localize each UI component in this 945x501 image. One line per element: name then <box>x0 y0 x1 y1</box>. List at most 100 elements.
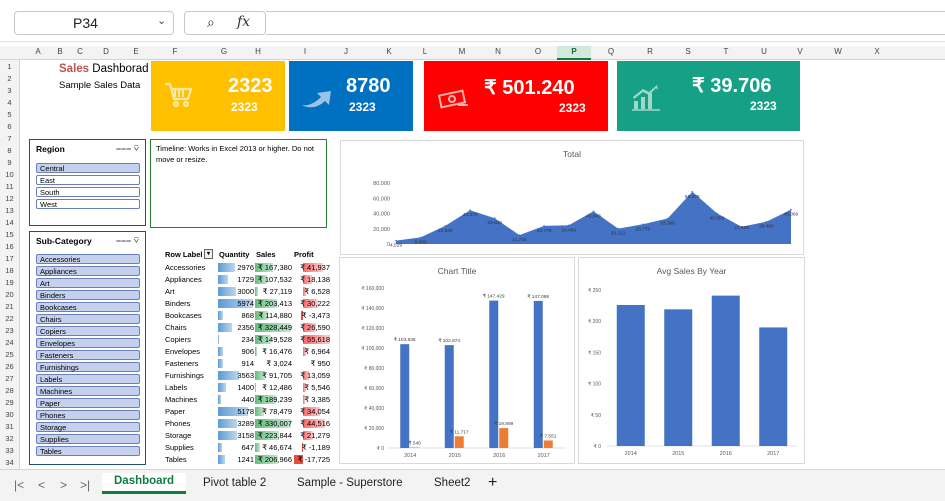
pivot-row[interactable]: Furnishings 3563 ₹ 91,705 ₹ 13,059 <box>163 370 331 382</box>
column-header-k[interactable]: K <box>386 47 392 56</box>
slicer-item-supplies[interactable]: Supplies <box>36 434 140 444</box>
row-header-28[interactable]: 28 <box>5 386 14 395</box>
subcategory-slicer[interactable]: Sub-Category ⩶ ⊽ Accessories Appliances Ar… <box>29 231 146 465</box>
column-header-h[interactable]: H <box>255 47 261 56</box>
pivot-row[interactable]: Tables 1241 ₹ 206,966 ₹ -17,725 <box>163 454 331 466</box>
slicer-item-chairs[interactable]: Chairs <box>36 314 140 324</box>
row-header-3[interactable]: 3 <box>7 86 12 95</box>
row-header-7[interactable]: 7 <box>7 134 12 143</box>
multi-select-icon[interactable]: ⩶ ⊽ <box>115 143 139 153</box>
column-header-i[interactable]: I <box>303 47 307 56</box>
pivot-row[interactable]: Envelopes 906 ₹ 16,476 ₹ 6,964 <box>163 346 331 358</box>
row-header-27[interactable]: 27 <box>5 374 14 383</box>
pivot-row[interactable]: Supplies 647 ₹ 46,674 ₹ -1,189 <box>163 442 331 454</box>
slicer-item-art[interactable]: Art <box>36 278 140 288</box>
formula-input[interactable] <box>266 11 945 35</box>
tab-nav-first-icon[interactable]: |< <box>14 478 25 492</box>
slicer-item-machines[interactable]: Machines <box>36 386 140 396</box>
column-header-e[interactable]: E <box>133 47 139 56</box>
row-header-8[interactable]: 8 <box>7 146 12 155</box>
zoom-icon[interactable]: ⌕ <box>207 14 215 30</box>
kpi-card-sales[interactable]: ₹ 501.240 2323 <box>424 61 608 131</box>
row-header-31[interactable]: 31 <box>5 422 14 431</box>
row-header-29[interactable]: 29 <box>5 398 14 407</box>
column-header-m[interactable]: M <box>458 47 466 56</box>
row-header-10[interactable]: 10 <box>5 170 14 179</box>
tab-nav-prev-icon[interactable]: < <box>38 478 46 492</box>
slicer-item-tables[interactable]: Tables <box>36 446 140 456</box>
pivot-row[interactable]: Appliances 1729 ₹ 107,532 ₹ 18,138 <box>163 274 331 286</box>
pivot-row[interactable]: Phones 3289 ₹ 330,007 ₹ 44,516 <box>163 418 331 430</box>
row-header-21[interactable]: 21 <box>5 302 14 311</box>
row-header-22[interactable]: 22 <box>5 314 14 323</box>
pivot-row[interactable]: Accessories 2976 ₹ 167,380 ₹ 41,937 <box>163 262 331 274</box>
slicer-item-accessories[interactable]: Accessories <box>36 254 140 264</box>
kpi-card-profit[interactable]: ₹ 39.706 2323 <box>617 61 800 131</box>
tab-nav-last-icon[interactable]: >| <box>80 478 91 492</box>
row-header-26[interactable]: 26 <box>5 362 14 371</box>
slicer-item-copiers[interactable]: Copiers <box>36 326 140 336</box>
avg-sales-chart[interactable]: Avg Sales By Year ₹ 250 ₹ 200 ₹ 150 ₹ 100 ₹ … <box>578 257 805 464</box>
sheet-tab-dashboard[interactable]: Dashboard <box>102 473 187 494</box>
row-header-23[interactable]: 23 <box>5 326 14 335</box>
slicer-item-east[interactable]: East <box>36 175 140 185</box>
row-header-2[interactable]: 2 <box>7 74 12 83</box>
column-header-b[interactable]: B <box>57 47 63 56</box>
column-header-j[interactable]: J <box>344 47 348 56</box>
row-header-16[interactable]: 16 <box>5 242 14 251</box>
slicer-item-fasteners[interactable]: Fasteners <box>36 350 140 360</box>
column-header-f[interactable]: F <box>172 47 178 56</box>
column-header-n[interactable]: N <box>495 47 501 56</box>
timeline-placeholder[interactable]: Timeline: Works in Excel 2013 or higher.… <box>150 139 327 228</box>
column-header-v[interactable]: V <box>797 47 803 56</box>
slicer-item-phones[interactable]: Phones <box>36 410 140 420</box>
row-header-34[interactable]: 34 <box>5 458 14 467</box>
row-header-18[interactable]: 18 <box>5 266 14 275</box>
slicer-item-binders[interactable]: Binders <box>36 290 140 300</box>
column-header-o[interactable]: O <box>534 47 542 56</box>
pivot-row[interactable]: Machines 440 ₹ 189,239 ₹ 3,385 <box>163 394 331 406</box>
row-header-14[interactable]: 14 <box>5 218 14 227</box>
column-header-x[interactable]: X <box>874 47 880 56</box>
slicer-item-appliances[interactable]: Appliances <box>36 266 140 276</box>
sales-profit-chart[interactable]: Chart Title ₹ 160,000 ₹ 140,000 ₹ 120,000 ₹… <box>339 257 575 464</box>
pivot-row[interactable]: Copiers 234 ₹ 149,528 ₹ 55,618 <box>163 334 331 346</box>
row-header-24[interactable]: 24 <box>5 338 14 347</box>
row-header-4[interactable]: 4 <box>7 98 12 107</box>
slicer-item-central[interactable]: Central <box>36 163 140 173</box>
row-header-33[interactable]: 33 <box>5 446 14 455</box>
function-icon[interactable]: fx <box>237 14 251 30</box>
row-header-1[interactable]: 1 <box>7 62 12 71</box>
sheet-tab-sample-superstore[interactable]: Sample - Superstore <box>297 477 403 489</box>
row-header-19[interactable]: 19 <box>5 278 14 287</box>
pivot-header-rowlabel[interactable]: Row Label <box>165 250 203 259</box>
pivot-row[interactable]: Chairs 2356 ₹ 328,449 ₹ 26,590 <box>163 322 331 334</box>
pivot-row[interactable]: Art 3000 ₹ 27,119 ₹ 6,528 <box>163 286 331 298</box>
row-header-25[interactable]: 25 <box>5 350 14 359</box>
row-header-20[interactable]: 20 <box>5 290 14 299</box>
row-header-30[interactable]: 30 <box>5 410 14 419</box>
add-sheet-icon[interactable]: + <box>488 474 498 491</box>
region-slicer[interactable]: Region ⩶ ⊽ Central East South West <box>29 139 146 226</box>
row-header-15[interactable]: 15 <box>5 230 14 239</box>
slicer-item-envelopes[interactable]: Envelopes <box>36 338 140 348</box>
row-header-17[interactable]: 17 <box>5 254 14 263</box>
slicer-item-bookcases[interactable]: Bookcases <box>36 302 140 312</box>
pivot-row[interactable]: Binders 5974 ₹ 203,413 ₹ 30,222 <box>163 298 331 310</box>
slicer-item-storage[interactable]: Storage <box>36 422 140 432</box>
column-header-g[interactable]: G <box>220 47 228 56</box>
pivot-table[interactable]: Row Label ▾ Quantity Sales Profit Accessories… <box>163 249 331 469</box>
column-header-c[interactable]: C <box>77 47 83 56</box>
column-header-u[interactable]: U <box>761 47 767 56</box>
slicer-item-south[interactable]: South <box>36 187 140 197</box>
chevron-down-icon[interactable]: ⌄ <box>157 15 167 27</box>
column-header-d[interactable]: D <box>103 47 109 56</box>
sheet-tab-pivot-table-2[interactable]: Pivot table 2 <box>203 477 267 489</box>
row-header-32[interactable]: 32 <box>5 434 14 443</box>
filter-dropdown-icon[interactable]: ▾ <box>204 249 213 259</box>
pivot-row[interactable]: Labels 1400 ₹ 12,486 ₹ 5,546 <box>163 382 331 394</box>
row-header-6[interactable]: 6 <box>7 122 12 131</box>
pivot-row[interactable]: Storage 3158 ₹ 223,844 ₹ 21,279 <box>163 430 331 442</box>
slicer-item-paper[interactable]: Paper <box>36 398 140 408</box>
pivot-row[interactable]: Paper 5178 ₹ 78,479 ₹ 34,054 <box>163 406 331 418</box>
